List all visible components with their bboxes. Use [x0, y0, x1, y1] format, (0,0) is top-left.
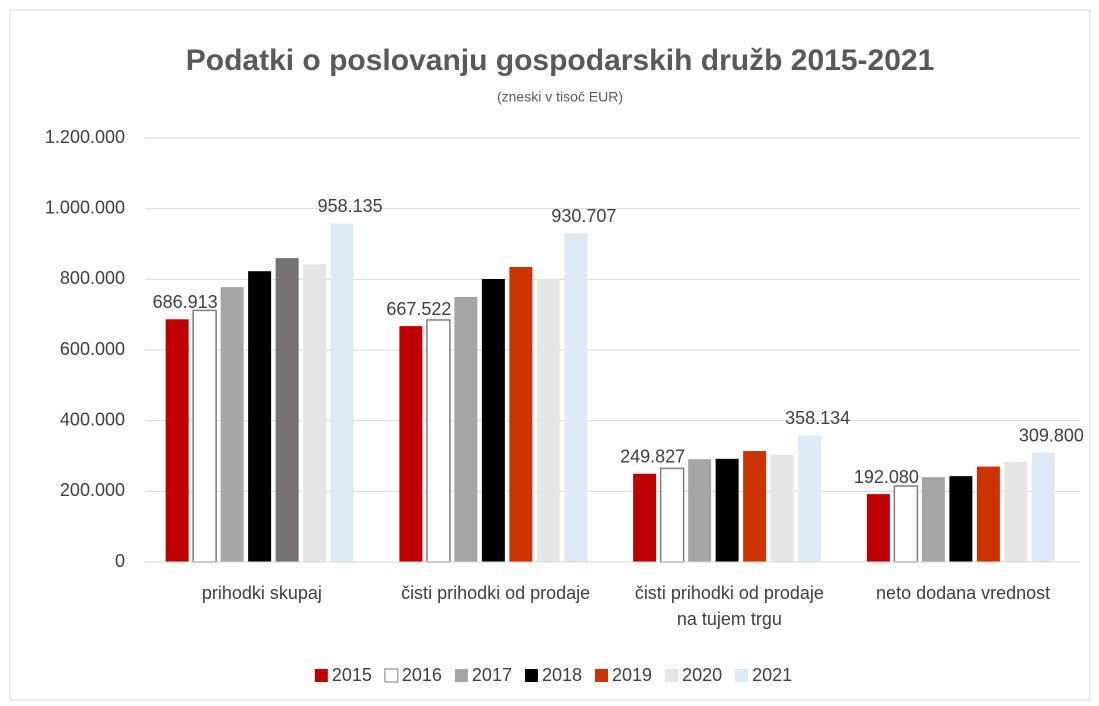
y-tick-label: 400.000: [60, 409, 125, 429]
bar: [949, 476, 973, 562]
value-label: 686.913: [153, 292, 218, 312]
legend-swatch: [384, 668, 399, 683]
bar: [633, 473, 657, 562]
bar: [220, 287, 244, 562]
bar: [481, 278, 505, 562]
legend-swatch: [665, 669, 679, 682]
chart-subtitle: (zneski v tisoč EUR): [497, 89, 623, 105]
bar: [659, 467, 685, 563]
bar: [893, 485, 919, 563]
bar: [192, 309, 217, 563]
x-tick-label: čisti prihodki od prodaje na tujem trgu: [634, 583, 824, 629]
bar: [688, 459, 712, 562]
y-tick-label: 0: [115, 551, 125, 571]
value-label: 930.707: [551, 206, 616, 226]
legend-swatch: [735, 669, 749, 682]
legend-label: 2015: [332, 665, 372, 685]
value-label: 309.800: [1019, 425, 1084, 445]
bar: [454, 297, 478, 562]
bar: [275, 258, 299, 562]
bar: [564, 233, 588, 562]
bar: [330, 223, 354, 562]
legend-label: 2016: [402, 665, 442, 685]
y-tick-label: 800.000: [60, 268, 125, 288]
bar: [976, 466, 1000, 562]
x-tick-label: prihodki skupaj: [201, 583, 322, 603]
legend-label: 2019: [612, 665, 652, 685]
bar: [715, 458, 739, 562]
bar: [866, 494, 890, 562]
legend-label: 2021: [752, 665, 792, 685]
y-tick-label: 1.000.000: [45, 197, 125, 217]
value-label: 358.134: [785, 408, 850, 428]
bar: [743, 451, 767, 562]
legend-label: 2018: [542, 665, 582, 685]
y-tick-label: 600.000: [60, 339, 125, 359]
bar: [798, 435, 822, 562]
value-label: 958.135: [318, 196, 383, 216]
bar: [770, 454, 794, 562]
bar: [509, 266, 533, 562]
chart-title: Podatki o poslovanju gospodarskih družb …: [186, 44, 935, 77]
bar: [1031, 452, 1055, 562]
x-tick-label: čisti prihodki od prodaje: [401, 583, 591, 603]
value-label: 667.522: [386, 299, 451, 319]
legend-swatch: [524, 669, 538, 682]
x-tick-label: neto dodana vrednost: [876, 583, 1051, 603]
bar: [1004, 462, 1028, 562]
y-tick-label: 200.000: [60, 480, 125, 500]
bar: [921, 477, 945, 562]
legend-label: 2020: [682, 665, 722, 685]
value-label: 249.827: [620, 446, 685, 466]
bar: [399, 326, 423, 562]
legend-swatch: [314, 669, 328, 682]
value-label: 192.080: [854, 467, 919, 487]
bar: [248, 271, 272, 562]
bar: [165, 319, 189, 562]
legend-swatch: [454, 669, 468, 682]
bar: [303, 264, 327, 562]
legend-label: 2017: [472, 665, 512, 685]
bar: [536, 279, 560, 562]
y-tick-label: 1.200.000: [45, 127, 125, 147]
legend-swatch: [595, 669, 609, 682]
bar: [426, 319, 451, 563]
